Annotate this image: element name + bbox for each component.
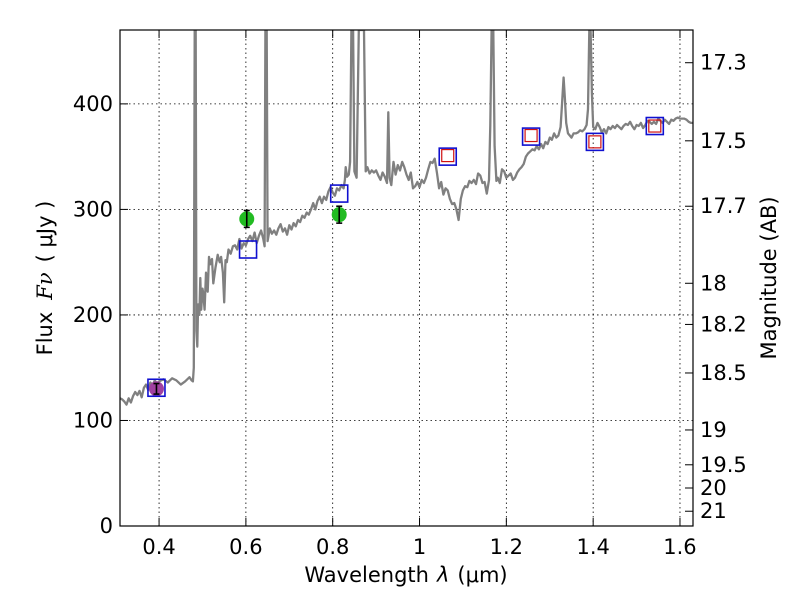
y-axis-label: Flux Fν ( μJy ) [33, 201, 57, 356]
y2-tick-label: 17.7 [700, 194, 747, 218]
y-tick-label: 100 [73, 408, 113, 432]
y-axis-label-symbol: Fν [33, 272, 57, 301]
blue-squares-point [645, 116, 665, 136]
y-tick-label: 300 [73, 197, 113, 221]
grid-lines [120, 30, 693, 526]
x-tick-label: 1.4 [576, 535, 609, 559]
blue-squares-point [329, 184, 349, 203]
red-squares-point [588, 135, 602, 149]
x-axis-label-prefix: Wavelength [304, 563, 429, 587]
red-squares-point [441, 148, 455, 163]
red-squares-point [648, 119, 662, 133]
y2-tick-label: 18.5 [700, 361, 747, 385]
y2-tick-label: 20 [700, 476, 727, 500]
blue-squares-point [438, 147, 458, 166]
photometry-points [147, 116, 665, 398]
y2-tick-label: 21 [700, 499, 727, 523]
x-tick-label: 0.6 [229, 535, 262, 559]
axis-ticks: 0.4 0.6 0.8 1 1.2 1.4 1.6 0 100 200 300 400 17.3 17.5… [73, 30, 747, 559]
x-tick-label: 0.8 [316, 535, 349, 559]
y2-tick-label: 18 [700, 271, 727, 295]
y-tick-label: 200 [73, 303, 113, 327]
x-tick-label: 1.2 [490, 535, 523, 559]
y-axis-label-units: ( μJy ) [33, 201, 57, 263]
y2-tick-label: 19 [700, 418, 727, 442]
y2-tick-label: 18.2 [700, 312, 747, 336]
y2-tick-label: 17.5 [700, 129, 747, 153]
plot-area [120, 30, 693, 406]
y2-axis-label: Magnitude (AB) [757, 196, 781, 359]
blue-squares-point [147, 378, 166, 398]
y2-tick-label: 19.5 [700, 453, 747, 477]
y-axis-label-prefix: Flux [33, 312, 57, 356]
blue-squares-point [585, 132, 605, 152]
x-tick-label: 1 [413, 535, 426, 559]
x-axis-label-units: (μm) [457, 563, 507, 587]
x-axis-label-symbol: λ [436, 563, 449, 587]
spectrum-line [120, 30, 693, 406]
x-axis-label: Wavelength λ (μm) [304, 563, 507, 587]
plot-frame [119, 29, 694, 527]
red-squares-point [524, 128, 538, 143]
blue-squares-point [521, 127, 541, 146]
x-tick-label: 1.6 [663, 535, 696, 559]
y2-tick-label: 17.3 [700, 51, 747, 75]
y-tick-label: 400 [73, 92, 113, 116]
x-tick-label: 0.4 [142, 535, 175, 559]
blue-squares-point [238, 240, 258, 259]
y-tick-label: 0 [100, 514, 113, 538]
